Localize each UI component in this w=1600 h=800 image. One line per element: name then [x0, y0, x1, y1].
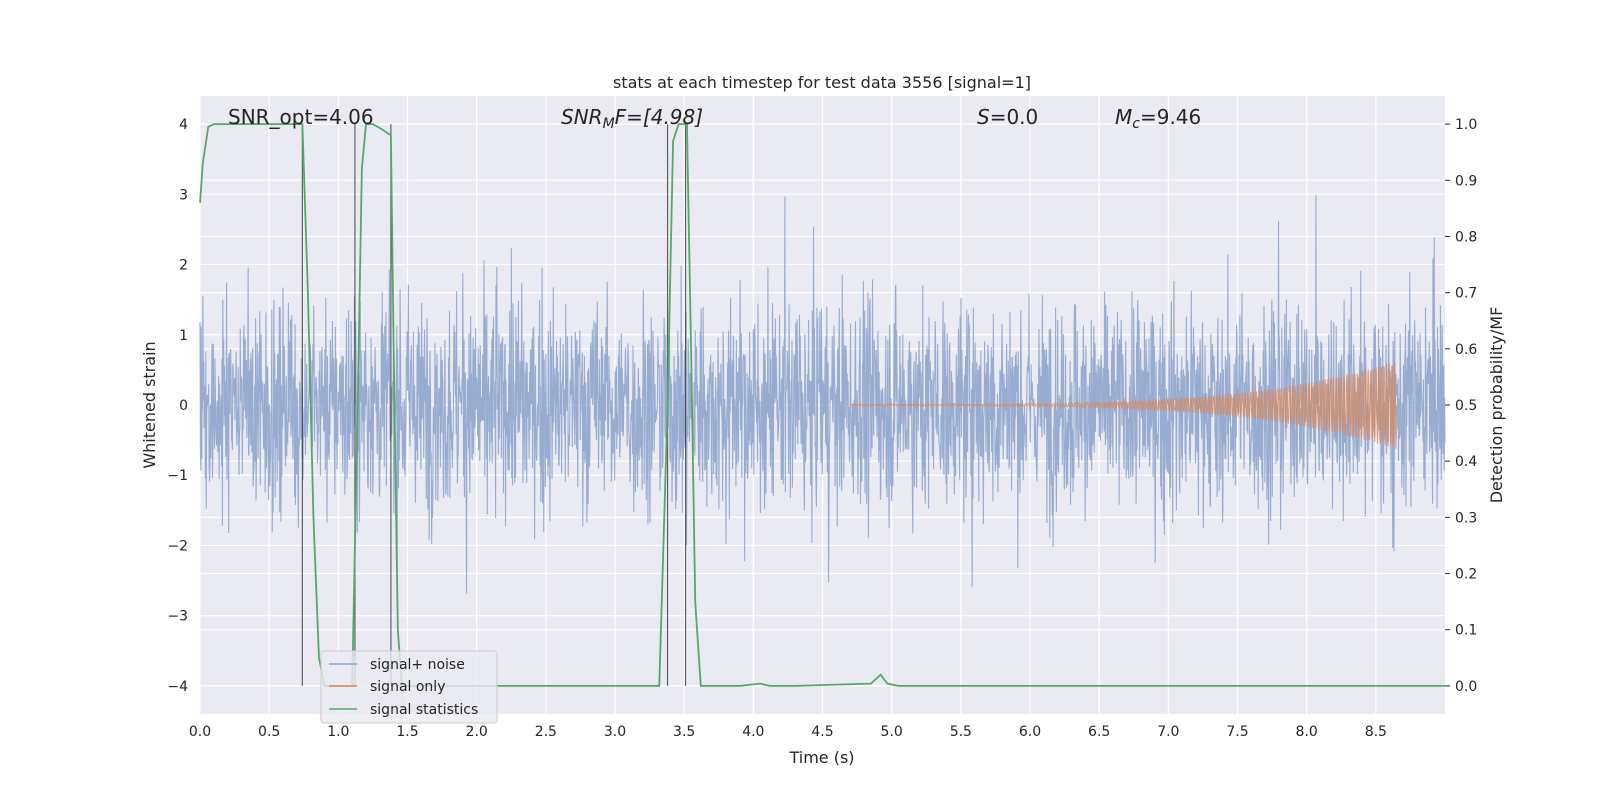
y-right-tick-label: 0.8 — [1455, 229, 1477, 245]
y-right-tick-label: 0.1 — [1455, 623, 1477, 639]
y-right-tick-label: 0.3 — [1455, 510, 1477, 526]
x-axis-label: Time (s) — [788, 748, 854, 767]
y-right-tick-label: 1.0 — [1455, 117, 1477, 133]
legend-label-noise: signal+ noise — [370, 657, 465, 673]
y-left-tick-label: −1 — [167, 468, 188, 484]
y-right-tick-label: 0.0 — [1455, 679, 1477, 695]
legend-label-signal: signal only — [370, 679, 445, 695]
y-left-tick-label: 4 — [179, 117, 188, 133]
x-tick-label: 5.0 — [881, 724, 903, 740]
x-tick-label: 0.5 — [258, 724, 280, 740]
legend-label-stats: signal statistics — [370, 702, 478, 718]
annotation-mc: Mc=9.46 — [1115, 105, 1201, 132]
x-tick-label: 8.0 — [1296, 724, 1318, 740]
y-right-axis-label: Detection probability/MF — [1487, 307, 1506, 504]
y-left-axis-label: Whitened strain — [140, 341, 159, 468]
y-left-tick-label: 2 — [179, 258, 188, 274]
annotation-snr-opt: SNR_opt=4.06 — [228, 105, 374, 129]
y-right-tick-label: 0.4 — [1455, 454, 1477, 470]
x-tick-label: 3.0 — [604, 724, 626, 740]
annotation-s: S=0.0 — [977, 105, 1038, 129]
x-tick-label: 1.5 — [396, 724, 418, 740]
y-left-tick-label: 1 — [179, 328, 188, 344]
x-tick-label: 0.0 — [189, 724, 211, 740]
x-tick-label: 2.0 — [466, 724, 488, 740]
y-right-tick-label: 0.5 — [1455, 398, 1477, 414]
y-left-tick-label: 0 — [179, 398, 188, 414]
annotation-snr-mf: SNRMF=[4.98] — [561, 105, 703, 132]
y-right-tick-label: 0.7 — [1455, 286, 1477, 302]
x-tick-label: 8.5 — [1365, 724, 1387, 740]
x-tick-label: 6.5 — [1088, 724, 1110, 740]
y-right-tick-label: 0.6 — [1455, 342, 1477, 358]
x-tick-label: 3.5 — [673, 724, 695, 740]
y-left-tick-label: −2 — [167, 538, 188, 554]
legend-box — [320, 650, 498, 724]
y-left-tick-label: 3 — [179, 187, 188, 203]
x-tick-label: 1.0 — [327, 724, 349, 740]
x-tick-label: 2.5 — [535, 724, 557, 740]
x-tick-label: 7.5 — [1226, 724, 1248, 740]
x-tick-label: 5.5 — [950, 724, 972, 740]
y-right-tick-label: 0.9 — [1455, 173, 1477, 189]
y-right-axis-ticks: 0.0 0.1 0.2 0.3 0.4 0.5 0.6 0.7 0.8 0.9 1.0 — [1445, 117, 1477, 695]
chart-title: stats at each timestep for test data 355… — [613, 73, 1031, 92]
y-right-tick-label: 0.2 — [1455, 567, 1477, 583]
signal-only-line — [849, 362, 1398, 449]
y-left-axis-ticks: −4 −3 −2 −1 0 1 2 3 4 — [167, 117, 188, 695]
x-tick-label: 4.0 — [742, 724, 764, 740]
y-left-tick-label: −4 — [167, 679, 188, 695]
legend: signal+ noise signal only signal statist… — [320, 650, 498, 724]
x-tick-label: 4.5 — [811, 724, 833, 740]
x-tick-label: 6.0 — [1019, 724, 1041, 740]
y-left-tick-label: −3 — [167, 609, 188, 625]
signal-only-series — [849, 362, 1398, 449]
x-tick-label: 7.0 — [1157, 724, 1179, 740]
x-axis-ticks: 0.0 0.5 1.0 1.5 2.0 2.5 3.0 3.5 4.0 4.5 5.0 5.5 6.0 6… — [189, 724, 1387, 740]
